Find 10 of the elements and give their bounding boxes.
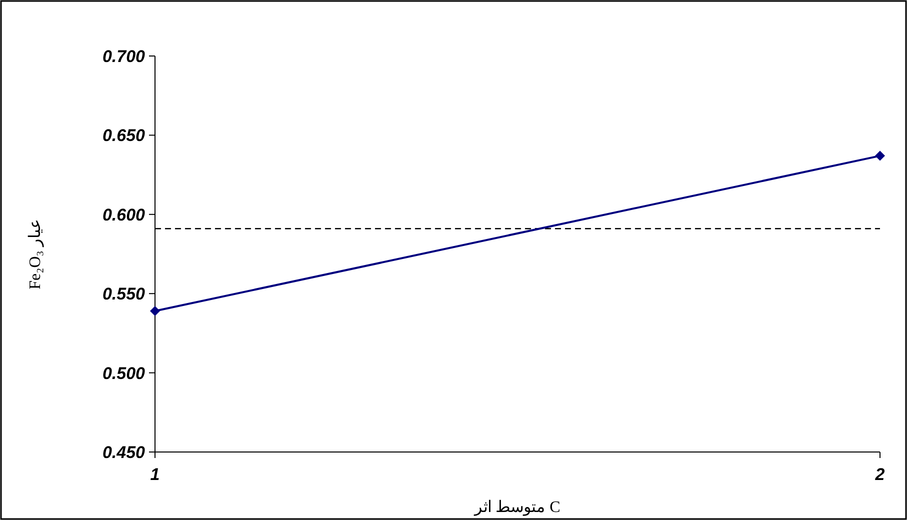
x-axis-title: متوسط اثر C [474, 499, 560, 516]
y-tick-label: 0.600 [102, 205, 146, 224]
y-tick-label: 0.650 [102, 126, 146, 146]
y-tick-label: 0.550 [102, 284, 146, 304]
x-tick-label: 1 [150, 465, 160, 484]
y-tick-label: 0.500 [102, 364, 146, 383]
y-tick-label: 0.450 [102, 442, 146, 462]
y-tick-label: 0.700 [102, 46, 146, 66]
y-axis-title: Fe₂O₃ عيار [27, 218, 44, 290]
x-tick-label: 2 [874, 465, 886, 484]
